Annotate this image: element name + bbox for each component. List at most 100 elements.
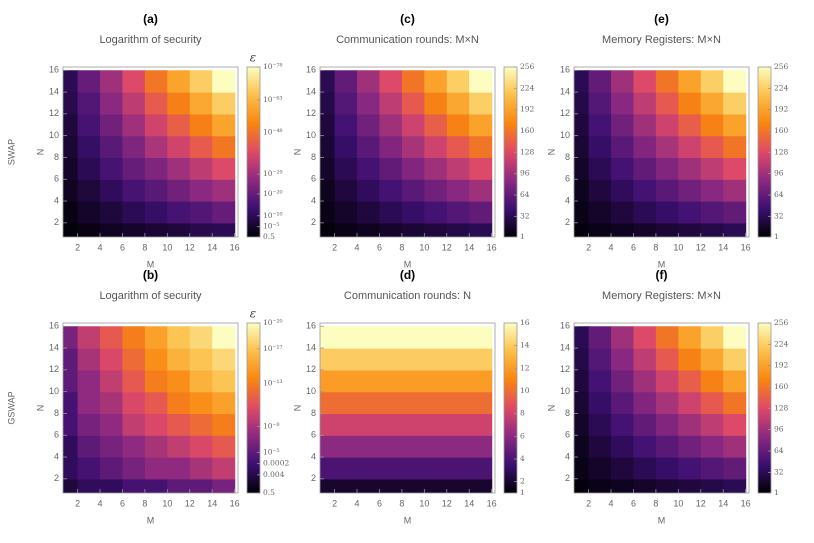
x-tick-label: 4 xyxy=(609,498,614,508)
colorbar-tick-label: 10⁻⁸ xyxy=(263,422,280,431)
heatmap-cell xyxy=(63,478,79,493)
heatmap-cell xyxy=(574,391,590,415)
heatmap-cell xyxy=(100,92,124,115)
heatmap-cell xyxy=(588,369,612,393)
colorbar-tick-label: 10⁻²⁰ xyxy=(263,318,283,327)
heatmap-cell xyxy=(723,391,747,415)
heatmap-cell xyxy=(574,92,590,115)
heatmap-cell xyxy=(77,92,101,115)
heatmap-cell xyxy=(424,391,448,415)
y-tick-label: 10 xyxy=(49,130,59,140)
panel-letter: (e) xyxy=(654,12,669,26)
heatmap-cell xyxy=(424,413,448,436)
heatmap-cell xyxy=(320,179,336,202)
heatmap-cell xyxy=(401,391,425,415)
heatmap-cell xyxy=(122,179,146,202)
y-tick-label: 6 xyxy=(54,430,59,440)
heatmap-cell xyxy=(700,222,724,237)
heatmap-cell xyxy=(379,92,403,115)
y-axis-label: N xyxy=(292,405,302,412)
heatmap-cell xyxy=(611,135,635,159)
colorbar-tick-label: 2 xyxy=(520,477,525,486)
y-axis-label: N xyxy=(35,149,45,156)
colorbar-tick-label: 160 xyxy=(520,126,535,135)
heatmap-cell xyxy=(122,70,146,93)
heatmap-cell xyxy=(167,369,191,393)
x-tick-label: 8 xyxy=(142,242,147,252)
y-tick-label: 8 xyxy=(311,408,316,418)
heatmap-cell xyxy=(469,179,493,202)
plot-frame xyxy=(573,66,750,238)
heatmap-cell xyxy=(167,201,191,224)
heatmap-cell xyxy=(678,70,702,93)
heatmap-cell xyxy=(379,135,403,159)
heatmap-cell xyxy=(588,222,612,237)
heatmap-cell xyxy=(655,391,679,415)
y-tick-label: 8 xyxy=(565,152,570,162)
heatmap-cell xyxy=(379,478,403,493)
x-tick-label: 2 xyxy=(332,242,337,252)
y-tick-label: 8 xyxy=(54,408,59,418)
colorbar-tick-label: 32 xyxy=(774,467,784,476)
y-axis-label: N xyxy=(292,149,302,156)
heatmap-cell xyxy=(611,201,635,224)
heatmap-cell xyxy=(424,113,448,137)
heatmap-cell xyxy=(320,201,336,224)
row-label: SWAP xyxy=(6,139,16,165)
heatmap-cell xyxy=(357,478,381,493)
colorbar-tick-label: 96 xyxy=(520,169,530,178)
heatmap-cell xyxy=(401,70,425,93)
heatmap-cell xyxy=(334,157,358,180)
x-tick-label: 14 xyxy=(464,498,474,508)
heatmap-cell xyxy=(212,391,236,415)
x-tick-label: 6 xyxy=(377,498,382,508)
heatmap-cell xyxy=(655,457,679,480)
heatmap-cell xyxy=(357,348,381,371)
y-tick-label: 12 xyxy=(49,108,59,118)
y-tick-label: 4 xyxy=(311,195,316,205)
x-tick-label: 10 xyxy=(673,242,683,252)
heatmap-cell xyxy=(144,369,168,393)
colorbar-tick-label: 0.5 xyxy=(263,488,275,497)
heatmap-cell xyxy=(611,391,635,415)
heatmap-cell xyxy=(189,179,213,202)
y-tick-label: 12 xyxy=(560,108,570,118)
heatmap-cell xyxy=(167,113,191,137)
heatmap-cell xyxy=(189,113,213,137)
colorbar-tick-label: 64 xyxy=(774,190,784,199)
y-tick-label: 10 xyxy=(560,386,570,396)
heatmap-cell xyxy=(334,201,358,224)
colorbar-tick-label: 128 xyxy=(520,147,535,156)
heatmap-cell xyxy=(144,326,168,349)
heatmap-cell xyxy=(469,369,493,393)
y-tick-label: 14 xyxy=(306,342,316,352)
heatmap-cell xyxy=(212,326,236,349)
panel-title: Logarithm of security xyxy=(99,290,202,302)
heatmap-cell xyxy=(77,201,101,224)
y-tick-label: 12 xyxy=(306,108,316,118)
x-tick-label: 6 xyxy=(631,242,636,252)
colorbar-tick-label: 64 xyxy=(774,446,784,455)
colorbar-tick-label: 256 xyxy=(774,318,789,327)
heatmap-cells xyxy=(63,326,236,493)
x-tick-label: 12 xyxy=(696,242,706,252)
heatmap-cell xyxy=(357,457,381,480)
x-tick-label: 4 xyxy=(609,242,614,252)
x-tick-label: 12 xyxy=(185,498,195,508)
y-tick-label: 12 xyxy=(49,364,59,374)
heatmap-cell xyxy=(424,222,448,237)
y-tick-label: 4 xyxy=(565,451,570,461)
colorbar xyxy=(503,322,518,494)
heatmap-cell xyxy=(700,201,724,224)
heatmap-cell xyxy=(212,348,236,371)
y-tick-label: 14 xyxy=(306,86,316,96)
heatmap-cell xyxy=(320,70,336,93)
panel-title: Communication rounds: M×N xyxy=(336,34,479,46)
heatmap-cell xyxy=(167,413,191,436)
x-tick-label: 14 xyxy=(207,242,217,252)
colorbar-tick-label: 192 xyxy=(774,361,789,370)
heatmap-cell xyxy=(357,92,381,115)
heatmap-cell xyxy=(167,457,191,480)
heatmap-cell xyxy=(469,92,493,115)
heatmap-cell xyxy=(401,478,425,493)
